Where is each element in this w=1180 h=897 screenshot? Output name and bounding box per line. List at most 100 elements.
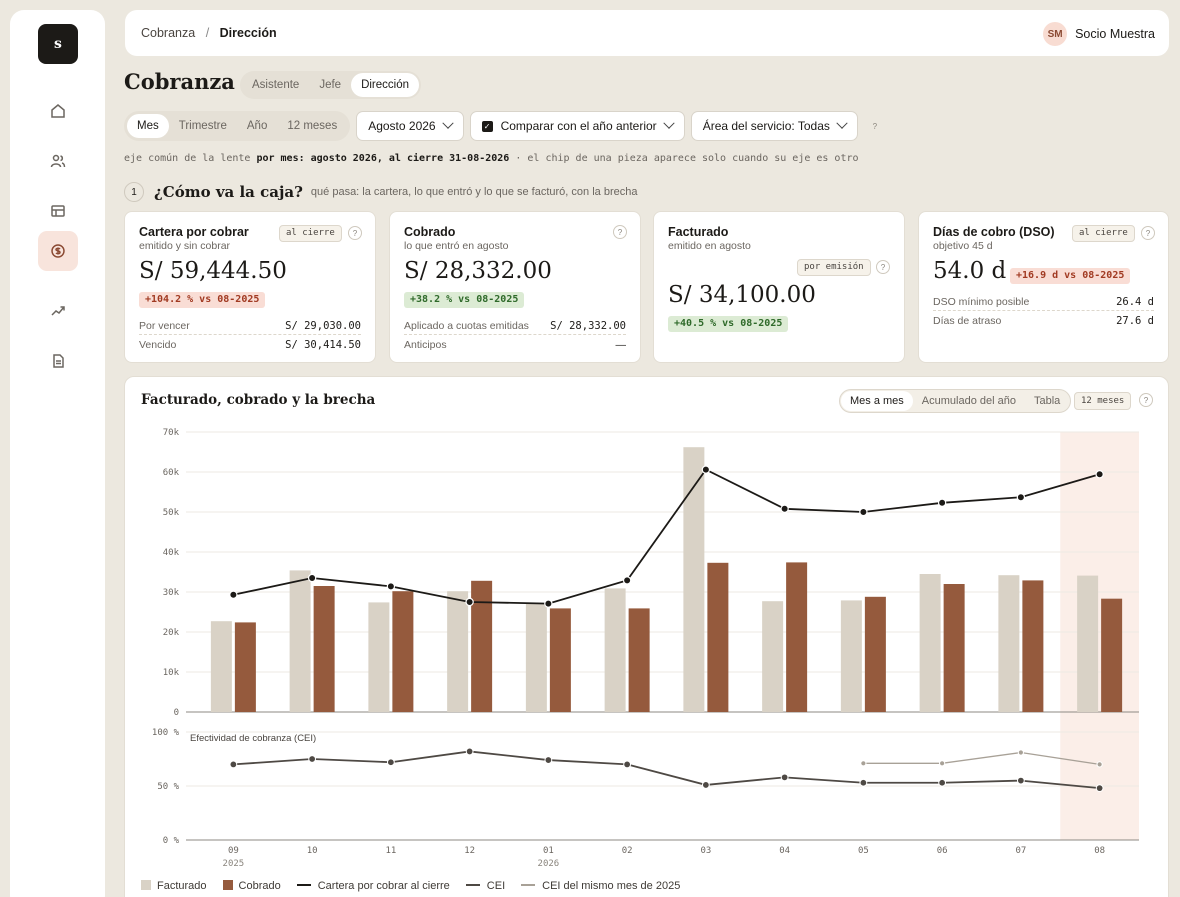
tab-asistente[interactable]: Asistente: [252, 79, 300, 91]
point-cei: [544, 756, 553, 764]
compare-toggle[interactable]: ✓ Comparar con el año anterior: [469, 111, 685, 141]
row-label: Anticipos: [404, 339, 447, 351]
point-cartera: [701, 465, 711, 474]
card-title: Días de cobro (DSO): [933, 225, 1055, 239]
table-icon: [51, 205, 65, 217]
x-tick-label: 01: [543, 846, 554, 856]
x-tick-label: 08: [1094, 846, 1105, 856]
legend-cei[interactable]: CEI: [465, 880, 505, 892]
bar-cobrado: [1101, 598, 1123, 712]
nav-trends[interactable]: [38, 291, 78, 331]
card-cobrado: Cobrado lo que entró en agosto ? S/ 28,3…: [389, 211, 641, 363]
legend-cei-2025[interactable]: CEI del mismo mes de 2025: [521, 880, 680, 892]
x-tick-label: 10: [307, 846, 318, 856]
period-12-meses[interactable]: 12 meses: [287, 120, 338, 132]
period-trimestre[interactable]: Trimestre: [178, 120, 227, 132]
row-aplicado: Aplicado a cuotas emitidas S/ 28,332.00: [404, 317, 626, 335]
delta-badge: +104.2 % vs 08-2025: [139, 292, 266, 308]
lens-note: eje común de la lente por mes: agosto 20…: [124, 153, 859, 164]
highlight-band: [1060, 432, 1139, 840]
coin-icon: [51, 244, 65, 258]
area-select[interactable]: Área del servicio: Todas: [690, 111, 858, 141]
view-tabla[interactable]: Tabla: [1033, 395, 1061, 407]
checkbox-checked-icon[interactable]: ✓: [481, 120, 493, 132]
point-cartera: [465, 597, 474, 607]
row-label: DSO mínimo posible: [933, 295, 1030, 308]
section-subtitle: qué pasa: la cartera, lo que entró y lo …: [310, 186, 638, 198]
help-icon[interactable]: ?: [613, 225, 627, 239]
x-tick-label: 06: [937, 846, 948, 856]
help-icon[interactable]: ?: [872, 121, 878, 131]
top-bar: Cobranza / Dirección SM Socio Muestra: [125, 10, 1169, 56]
app-logo[interactable]: s: [38, 24, 78, 64]
help-icon[interactable]: ?: [348, 226, 362, 240]
nav-users[interactable]: [38, 141, 78, 181]
view-mes-a-mes[interactable]: Mes a mes: [841, 391, 913, 411]
bar-facturado: [762, 601, 784, 712]
legend-cartera[interactable]: Cartera por cobrar al cierre: [296, 880, 450, 892]
row-label: Aplicado a cuotas emitidas: [404, 319, 529, 332]
breadcrumb-parent[interactable]: Cobranza: [141, 26, 196, 40]
help-icon[interactable]: ?: [1141, 226, 1155, 240]
bar-facturado: [919, 574, 941, 712]
x-tick-label: 02: [622, 846, 633, 856]
y-tick-label: 60k: [163, 468, 180, 478]
period-ano[interactable]: Año: [246, 120, 268, 132]
chart-canvas: 0 10k 20k 30k 40k 50k 60k 70k 0 % 50 % 100 % Efecti…: [152, 428, 1139, 869]
bar-facturado: [840, 600, 862, 712]
legend-facturado[interactable]: Facturado: [141, 880, 207, 892]
cei-panel-label: Efectividad de cobranza (CEI): [190, 733, 316, 744]
row-anticipos: Anticipos —: [404, 336, 626, 354]
point-cartera: [859, 507, 868, 517]
bar-cobrado: [1022, 580, 1044, 712]
tab-direccion[interactable]: Dirección: [351, 73, 419, 97]
lens-prefix: eje común de la lente: [124, 153, 257, 164]
legend-swatch: [465, 884, 480, 886]
range-chip: 12 meses: [1074, 392, 1132, 410]
nav-table[interactable]: [38, 191, 78, 231]
bar-cobrado: [943, 584, 965, 712]
help-icon[interactable]: ?: [1139, 393, 1153, 407]
point-cei: [229, 760, 238, 769]
bar-facturado: [289, 570, 311, 712]
period-mes[interactable]: Mes: [127, 114, 169, 138]
bar-facturado: [525, 604, 547, 712]
axis-chip: al cierre: [279, 225, 342, 242]
y-tick-label: 50k: [163, 508, 180, 518]
row-value: S/ 30,414.50: [285, 339, 361, 351]
row-por-vencer: Por vencer S/ 29,030.00: [139, 317, 361, 335]
point-cei: [780, 773, 789, 782]
nav-documents[interactable]: [38, 341, 78, 381]
card-title: Facturado: [668, 225, 729, 239]
row-value: —: [615, 339, 627, 351]
card-subtitle: emitido y sin cobrar: [139, 240, 231, 252]
tab-jefe[interactable]: Jefe: [319, 79, 342, 91]
nav-cobranza[interactable]: [38, 231, 78, 271]
point-cartera: [229, 590, 238, 599]
view-acumulado[interactable]: Acumulado del año: [921, 395, 1016, 407]
point-cei: [1095, 784, 1104, 793]
period-tabs: Mes Trimestre Año 12 meses: [124, 111, 351, 141]
card-value: 54.0 d: [933, 258, 1007, 284]
month-select[interactable]: Agosto 2026: [356, 111, 464, 141]
point-cartera: [386, 582, 396, 591]
legend-swatch: [222, 880, 233, 890]
section-title: ¿Cómo va la caja?: [154, 183, 303, 201]
user-menu[interactable]: SM Socio Muestra: [1043, 22, 1155, 46]
home-icon: [51, 104, 65, 118]
card-facturado: Facturado emitido en agosto por emisión …: [653, 211, 905, 363]
row-label: Por vencer: [139, 319, 190, 332]
chevron-down-icon: [441, 117, 454, 129]
nav-home[interactable]: [38, 91, 78, 131]
card-value: S/ 34,100.00: [668, 282, 816, 308]
compare-label: Comparar con el año anterior: [500, 119, 657, 133]
point-cei: [386, 758, 395, 767]
point-cei: [308, 755, 317, 763]
cei-y-tick-label: 50 %: [157, 782, 179, 792]
month-select-value: Agosto 2026: [368, 119, 436, 133]
point-cartera: [1016, 492, 1026, 502]
point-cartera: [307, 573, 317, 583]
avatar: SM: [1043, 22, 1068, 46]
help-icon[interactable]: ?: [876, 260, 890, 274]
legend-cobrado[interactable]: Cobrado: [222, 880, 281, 892]
